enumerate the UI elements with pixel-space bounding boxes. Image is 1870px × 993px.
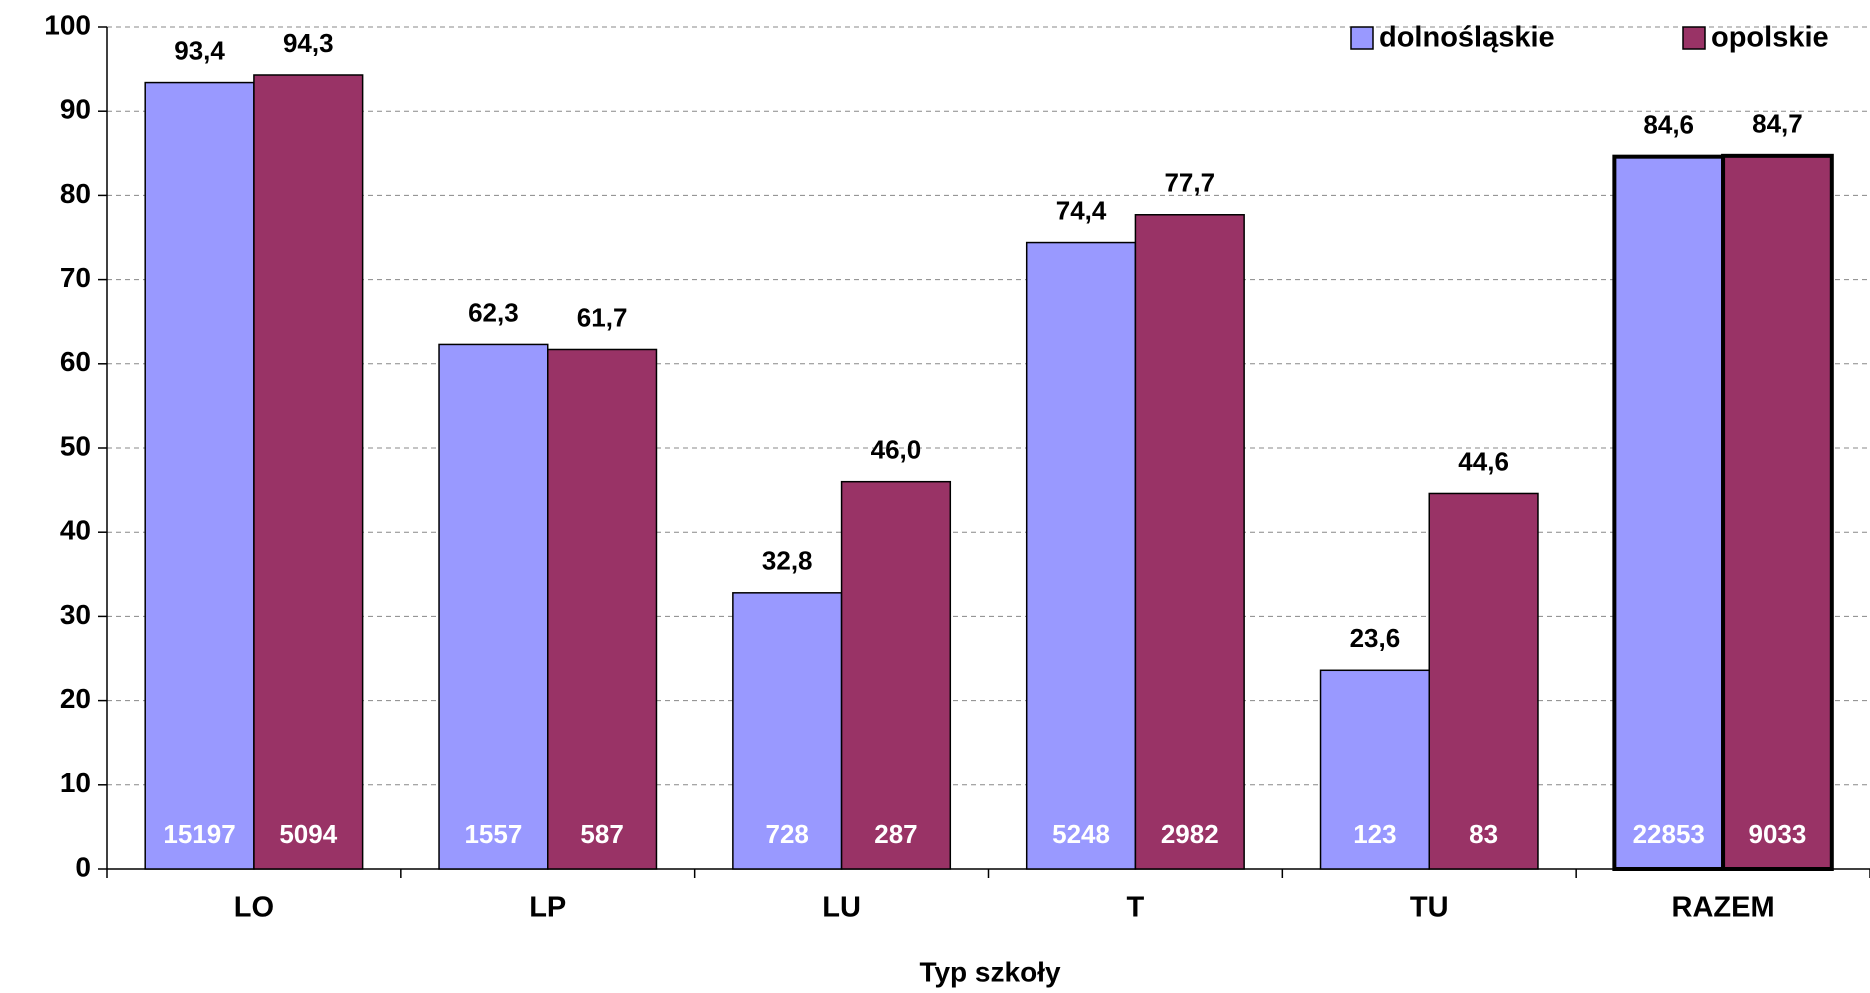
y-tick-label: 0 [75,851,91,882]
y-tick-label: 40 [60,515,91,546]
value-label: 62,3 [468,297,519,327]
bar [144,81,255,870]
y-tick-label: 60 [60,346,91,377]
bar [1428,492,1539,870]
bar [1319,669,1430,870]
bar [840,480,952,870]
bar [1612,154,1726,871]
y-tick-label: 90 [60,94,91,125]
y-tick-label: 50 [60,430,91,461]
y-tick-label: 20 [60,683,91,714]
value-label: 94,3 [283,28,334,58]
value-label: 61,7 [577,302,628,332]
count-label: 2982 [1161,819,1219,849]
legend-label: dolnośląskie [1379,22,1555,54]
value-label: 74,4 [1056,195,1107,225]
value-label: 46,0 [871,435,922,465]
bar [1025,241,1137,870]
value-label: 32,8 [762,546,813,576]
count-label: 587 [580,819,623,849]
value-label: 77,7 [1164,168,1215,198]
legend-swatch [1350,26,1374,50]
y-tick-label: 10 [60,767,91,798]
y-tick-label: 100 [44,9,91,40]
count-label: 1557 [464,819,522,849]
y-tick-label: 30 [60,599,91,630]
bar [547,348,658,870]
count-label: 123 [1353,819,1396,849]
count-label: 9033 [1749,819,1807,849]
x-tick-label: T [1127,892,1145,924]
bar [1134,214,1245,870]
x-tick-label: LO [234,892,274,924]
count-label: 728 [766,819,809,849]
bar [438,343,549,870]
x-axis-title: Typ szkoły [919,956,1061,987]
x-tick-label: LU [822,892,861,924]
count-label: 287 [874,819,917,849]
count-label: 15197 [163,819,235,849]
bar [253,74,364,870]
value-label: 44,6 [1458,446,1509,476]
value-label: 93,4 [174,35,225,65]
bar [732,592,843,870]
bar [1721,153,1834,872]
value-label: 84,6 [1643,110,1694,140]
x-tick-label: TU [1410,892,1449,924]
y-tick-label: 80 [60,178,91,209]
count-label: 22853 [1633,819,1705,849]
x-tick-label: LP [529,892,566,924]
legend-label: opolskie [1711,22,1829,54]
count-label: 5248 [1052,819,1110,849]
value-label: 84,7 [1752,109,1803,139]
y-tick-label: 70 [60,262,91,293]
count-label: 5094 [279,819,337,849]
count-label: 83 [1469,819,1498,849]
legend-swatch [1682,26,1706,50]
x-tick-label: RAZEM [1672,892,1775,924]
value-label: 23,6 [1350,623,1401,653]
